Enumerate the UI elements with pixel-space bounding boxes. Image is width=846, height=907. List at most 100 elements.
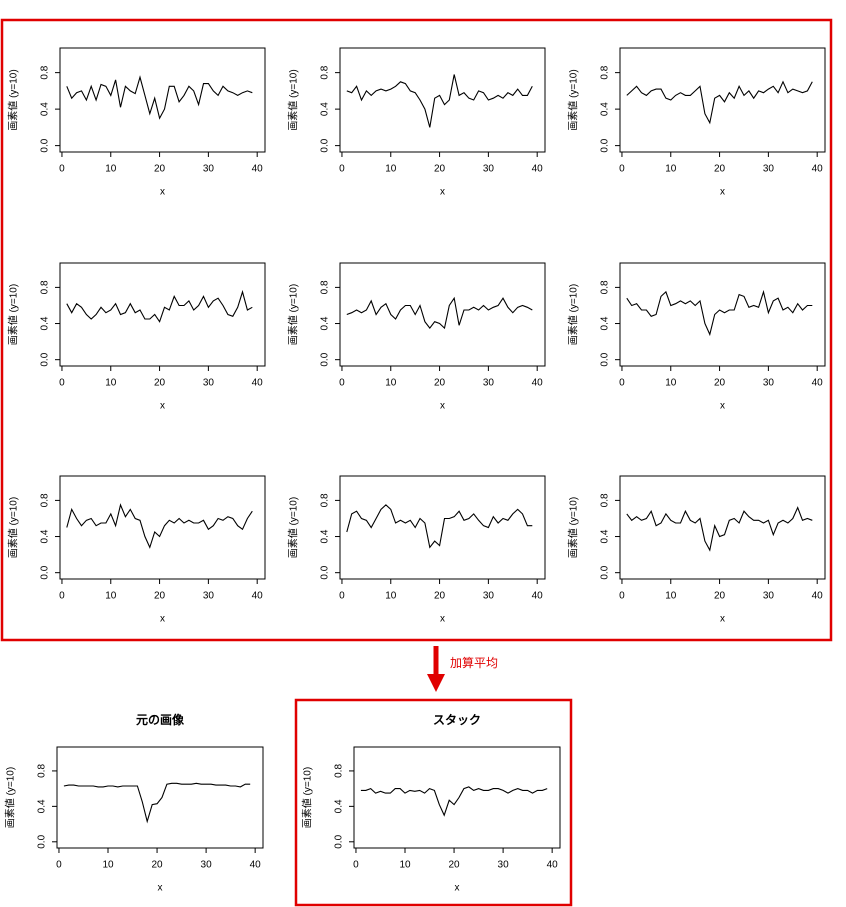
arrow-head	[427, 674, 445, 692]
y-tick-label: 0.0	[320, 565, 331, 579]
line	[626, 80, 813, 125]
y-axis-label: 画素値 (y=10)	[287, 284, 300, 345]
y-tick-label: 0.4	[320, 316, 331, 330]
x-tick-label: 0	[353, 860, 359, 871]
plot-frame	[59, 47, 266, 153]
line	[66, 75, 253, 120]
x-tick-label: 20	[434, 378, 446, 389]
x-tick-label: 10	[385, 378, 397, 389]
x-tick-label: 0	[59, 591, 65, 602]
y-tick-label: 0.4	[40, 102, 51, 116]
x-tick-label: 10	[665, 378, 677, 389]
x-axis-label: x	[440, 614, 445, 625]
highlight-box	[294, 698, 573, 907]
x-tick-label: 20	[714, 164, 726, 175]
x-tick-label: 30	[763, 164, 775, 175]
y-axis-label: 画素値 (y=10)	[7, 284, 20, 345]
y-tick-label: 0.0	[600, 565, 611, 579]
x-axis-label: x	[160, 614, 165, 625]
x-tick-label: 20	[154, 378, 166, 389]
y-axis-label: 画素値 (y=10)	[567, 497, 580, 558]
plot-frame	[339, 262, 546, 367]
y-axis-label: 画素値 (y=10)	[287, 69, 300, 130]
line	[346, 504, 533, 549]
y-tick-label: 0.8	[334, 764, 345, 778]
plot-frame	[339, 475, 546, 580]
y-axis-label: 画素値 (y=10)	[4, 767, 17, 828]
plot-frame	[56, 746, 264, 849]
x-tick-label: 40	[812, 378, 824, 389]
y-tick-label: 0.4	[320, 529, 331, 543]
x-tick-label: 10	[105, 378, 117, 389]
y-tick-label: 0.0	[334, 834, 345, 848]
line	[66, 503, 253, 549]
line	[66, 289, 253, 323]
x-tick-label: 40	[812, 164, 824, 175]
y-tick-label: 0.4	[37, 799, 48, 813]
x-tick-label: 20	[434, 591, 446, 602]
line	[360, 786, 548, 817]
x-axis-label: x	[440, 401, 445, 412]
annotation: 加算平均	[450, 655, 498, 670]
x-tick-label: 20	[714, 378, 726, 389]
chart-title: 元の画像	[136, 712, 185, 727]
x-tick-label: 0	[619, 591, 625, 602]
x-axis-label: x	[720, 401, 725, 412]
line	[626, 289, 813, 337]
line	[63, 782, 251, 824]
x-tick-label: 40	[532, 378, 544, 389]
x-tick-label: 0	[619, 164, 625, 175]
y-tick-label: 0.4	[40, 316, 51, 330]
y-tick-label: 0.0	[40, 565, 51, 579]
y-tick-label: 0.0	[600, 352, 611, 366]
x-tick-label: 10	[102, 860, 114, 871]
x-tick-label: 40	[252, 164, 264, 175]
y-tick-label: 0.8	[320, 280, 331, 294]
x-tick-label: 40	[532, 591, 544, 602]
y-axis-label: 画素値 (y=10)	[7, 69, 20, 130]
x-tick-label: 0	[619, 378, 625, 389]
x-tick-label: 10	[105, 164, 117, 175]
line	[346, 74, 533, 128]
plot-frame	[619, 475, 826, 580]
y-tick-label: 0.0	[600, 138, 611, 152]
x-tick-label: 30	[763, 378, 775, 389]
x-tick-label: 20	[154, 164, 166, 175]
y-axis-label: 画素値 (y=10)	[567, 284, 580, 345]
plot-frame	[353, 746, 561, 849]
x-tick-label: 10	[665, 591, 677, 602]
x-tick-label: 30	[483, 378, 495, 389]
x-tick-label: 10	[385, 164, 397, 175]
x-tick-label: 20	[448, 860, 460, 871]
x-axis-label: x	[720, 187, 725, 198]
chart-title: スタック	[433, 713, 481, 727]
x-tick-label: 20	[434, 164, 446, 175]
y-tick-label: 0.8	[600, 65, 611, 79]
x-tick-label: 30	[203, 378, 215, 389]
x-tick-label: 30	[498, 860, 510, 871]
x-tick-label: 40	[252, 591, 264, 602]
group-box	[0, 18, 833, 642]
x-tick-label: 10	[665, 164, 677, 175]
x-tick-label: 0	[59, 164, 65, 175]
y-tick-label: 0.4	[334, 799, 345, 813]
y-tick-label: 0.8	[40, 493, 51, 507]
y-axis-label: 画素値 (y=10)	[7, 497, 20, 558]
x-tick-label: 20	[154, 591, 166, 602]
x-tick-label: 30	[203, 164, 215, 175]
plot-frame	[619, 262, 826, 367]
y-tick-label: 0.8	[40, 280, 51, 294]
x-tick-label: 40	[547, 860, 559, 871]
x-tick-label: 0	[339, 164, 345, 175]
x-tick-label: 10	[399, 860, 411, 871]
y-tick-label: 0.0	[40, 138, 51, 152]
y-axis-label: 画素値 (y=10)	[567, 69, 580, 130]
y-tick-label: 0.0	[320, 352, 331, 366]
x-tick-label: 10	[385, 591, 397, 602]
y-tick-label: 0.4	[600, 529, 611, 543]
y-axis-label: 画素値 (y=10)	[287, 497, 300, 558]
y-tick-label: 0.8	[40, 65, 51, 79]
y-axis-label: 画素値 (y=10)	[301, 767, 314, 828]
x-axis-label: x	[720, 614, 725, 625]
